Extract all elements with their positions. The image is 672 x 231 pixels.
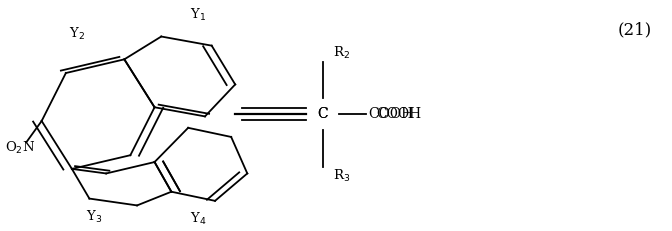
- Text: R$_3$: R$_3$: [333, 168, 350, 184]
- Text: C: C: [317, 107, 328, 121]
- Text: Y$_3$: Y$_3$: [86, 209, 102, 225]
- Text: COOH: COOH: [368, 107, 413, 121]
- Text: (21): (21): [618, 21, 652, 38]
- Text: COOH: COOH: [376, 107, 421, 121]
- Text: R$_2$: R$_2$: [333, 44, 349, 61]
- Text: Y$_2$: Y$_2$: [69, 26, 85, 42]
- Text: Y$_4$: Y$_4$: [190, 211, 206, 227]
- Text: O$_2$N: O$_2$N: [5, 140, 36, 156]
- Text: Y$_1$: Y$_1$: [190, 7, 206, 23]
- Text: C: C: [317, 107, 328, 121]
